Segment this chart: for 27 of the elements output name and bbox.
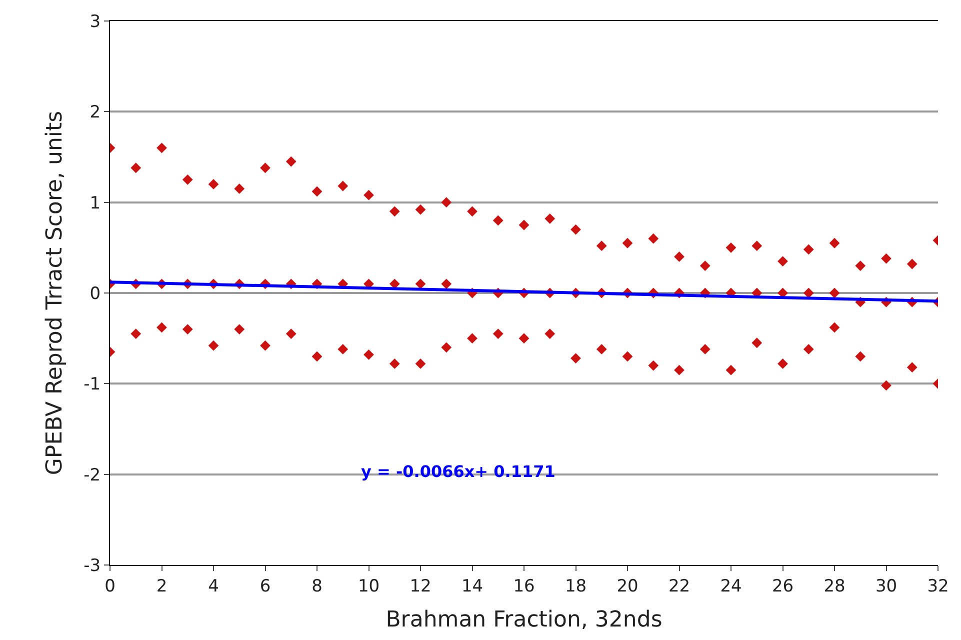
annotation: y = -0.0066x+ 0.1171 — [361, 462, 556, 481]
x-axis-title: Brahman Fraction, 32nds — [386, 607, 662, 632]
x-tick-label: 16 — [513, 576, 535, 596]
x-tick-label: 6 — [260, 576, 271, 596]
x-tick-label: 30 — [875, 576, 898, 596]
y-tick-label: 0 — [90, 284, 101, 304]
x-tick-label: 20 — [616, 576, 638, 596]
x-tick-label: 26 — [772, 576, 794, 596]
x-tick-label: 28 — [824, 576, 846, 596]
x-tick-label: 10 — [358, 576, 380, 596]
x-tick-label: 12 — [410, 576, 432, 596]
y-tick-label: -1 — [84, 374, 101, 395]
x-tick-label: 4 — [208, 576, 219, 596]
x-tick-label: 8 — [312, 576, 322, 596]
y-axis-title: GPEBV Reprod Trract Score, units — [42, 110, 68, 476]
x-tick-label: 24 — [720, 576, 742, 596]
x-tick-label: 18 — [564, 576, 587, 596]
y-tick-label: -3 — [84, 556, 101, 576]
y-tick-label: 3 — [90, 12, 101, 32]
x-tick-label: 14 — [461, 576, 484, 596]
x-tick-label: 32 — [927, 576, 949, 596]
y-tick-label: -2 — [84, 465, 101, 486]
x-tick-label: 2 — [156, 576, 168, 596]
x-tick-label: 22 — [668, 576, 690, 596]
y-tick-label: 1 — [90, 193, 101, 214]
y-tick-label: 2 — [90, 102, 101, 123]
x-tick-label: 0 — [104, 576, 116, 596]
